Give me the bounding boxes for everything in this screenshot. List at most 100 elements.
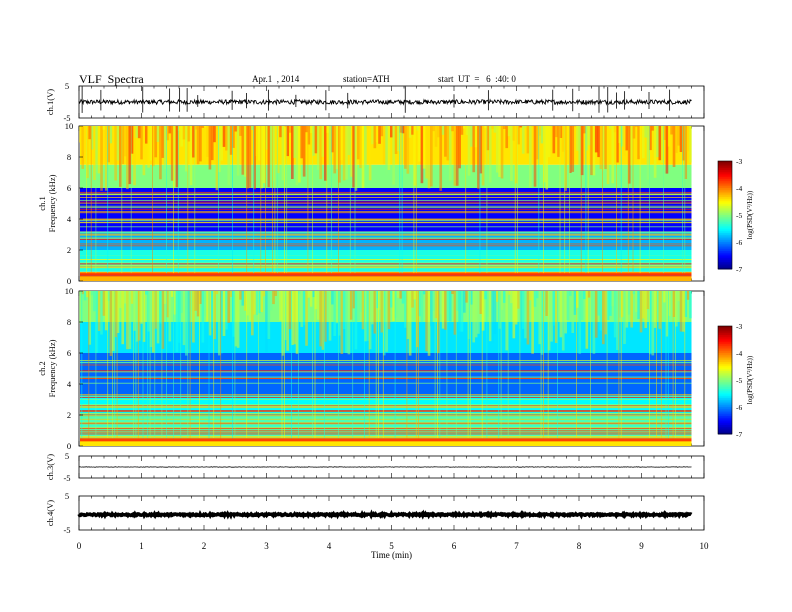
spectral-column [552,126,556,154]
spectral-column [557,126,560,157]
y-tick-label: 6 [67,183,71,193]
spectral-column [352,291,355,309]
spectral-column [479,126,483,174]
spectral-column [418,126,421,162]
spectral-column [314,126,318,154]
spectral-column [357,291,360,321]
spectral-column [503,126,506,129]
sferic-line [606,291,608,439]
narrowband-line [80,218,692,220]
spectral-column [420,291,424,323]
narrowband-line [80,412,692,414]
spectral-column [531,291,534,354]
sferic-line [498,291,500,439]
spectral-column [100,126,103,191]
spectral-column [656,126,659,158]
colorbar-cell [718,258,732,261]
narrowband-line [80,397,692,398]
spectral-column [88,291,92,345]
spectral-column [597,126,600,158]
spectral-column [354,126,358,191]
colorbar-cell [718,376,732,379]
spectral-column [255,126,259,157]
sferic-line [95,126,97,274]
spectral-column [213,291,216,340]
spectral-column [592,126,596,176]
spectral-column [192,126,195,158]
narrowband-line [80,221,692,223]
y-axis-label: ch.4(V) [45,500,55,526]
colorbar-tick-label: -7 [736,430,742,439]
spectral-column [611,291,615,307]
y-tick-label: 0 [67,441,71,451]
spectral-column [437,291,440,354]
spectral-column [123,126,127,157]
panel-ch4-waveform: 5 -5 ch.4(V) [45,491,705,535]
spectral-column [267,291,271,339]
spectral-column [587,291,591,298]
spectral-column [364,126,367,166]
spectral-column [286,126,289,157]
spectral-column [227,291,231,323]
spectral-column [208,291,212,336]
spectral-column [137,291,141,341]
spectral-column [88,126,92,140]
spectral-column [599,126,603,170]
sferic-line [166,126,167,274]
spectral-column [486,126,490,151]
colorbar-tick-label: -6 [736,403,742,412]
spectral-column [422,291,426,295]
spectral-column [352,126,355,188]
spectral-column [529,291,532,301]
spectral-column [434,126,438,147]
spectral-column [366,291,370,341]
y-axis-label: ch.2 [37,361,47,375]
spectral-column [477,291,480,334]
sferic-line [121,126,123,274]
spectral-column [305,291,308,346]
colorbar-cell [718,380,732,383]
spectral-column [295,126,299,186]
spectral-column [340,126,344,161]
sferic-line [627,126,629,274]
spectral-column [547,291,551,351]
spectral-column [392,126,395,185]
spectral-column [684,126,688,179]
sferic-line [326,126,328,274]
spectral-column [618,126,622,143]
spectral-column [594,291,598,338]
spectral-column [373,291,377,334]
spectral-column [112,126,115,145]
sferic-line [632,126,634,274]
spectral-column [253,291,256,315]
spectral-column [189,126,193,186]
narrowband-line [80,370,692,372]
narrowband-line [80,405,692,407]
y-tick-label: 10 [65,121,74,131]
spectral-column [613,126,617,133]
sferic-line [564,126,566,274]
colorbar-cell [718,423,732,426]
spectral-column [269,291,273,311]
sferic-line [569,126,570,274]
spectral-column [512,126,516,141]
spectral-column [536,291,539,299]
spectral-column [145,126,148,144]
spectral-column [361,126,365,188]
colorbar-cell [718,353,732,356]
spectral-column [185,126,188,172]
colorbar-cell [718,225,732,229]
spectral-column [326,291,330,292]
spectral-column [180,291,183,313]
colorbar-cell [718,171,732,175]
colorbar-cell [718,430,732,433]
y-tick-label: 4 [67,214,72,224]
sferic-line [663,126,664,274]
spectral-column [597,291,600,316]
sferic-line [684,126,686,274]
spectral-column [145,291,148,295]
y-tick-label: -5 [63,525,70,535]
sferic-line [232,126,233,274]
sferic-line [620,291,622,439]
spectral-column [672,291,676,317]
